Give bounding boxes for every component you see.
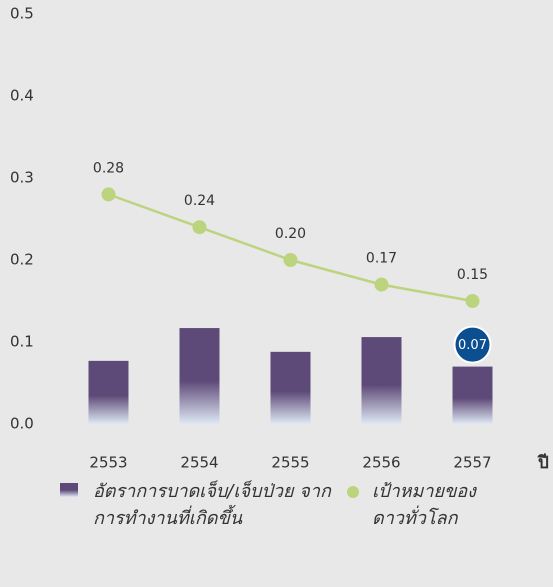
value-label: 0.17: [366, 251, 397, 267]
legend-label: เป้าหมายของ ดาวทั่วโลก: [372, 481, 476, 529]
y-tick-label: 0.3: [10, 169, 34, 187]
bar: [361, 337, 402, 424]
y-tick-label: 0.1: [10, 333, 34, 351]
x-tick-label: 2555: [271, 454, 309, 472]
value-label: 0.07: [458, 338, 487, 353]
line-point: [374, 277, 389, 292]
value-label: 0.20: [275, 226, 306, 242]
y-tick-label: 0.2: [10, 251, 34, 269]
line-point: [192, 220, 207, 235]
line-point: [101, 187, 116, 202]
legend-label: อัตราการบาดเจ็บ/เจ็บป่วย จากการทำงานที่เ…: [93, 481, 331, 529]
x-tick-label: 2553: [89, 454, 127, 472]
y-tick-label: 0.4: [10, 87, 34, 105]
legend-swatch-line: [347, 486, 359, 498]
y-tick-label: 0.5: [10, 5, 34, 23]
line-point: [465, 294, 480, 308]
x-axis-label: ปี: [537, 452, 549, 473]
y-tick-label: 0.0: [10, 415, 34, 433]
value-label: 0.15: [457, 267, 488, 283]
bar: [452, 366, 493, 424]
bar: [270, 351, 311, 424]
bar: [179, 328, 220, 424]
legend-swatch-bar: [60, 483, 78, 497]
value-label: 0.28: [93, 160, 124, 176]
line-point: [283, 253, 298, 267]
x-tick-label: 2554: [180, 454, 218, 472]
x-tick-label: 2556: [362, 454, 400, 472]
bar: [88, 360, 129, 424]
chart: ปี 0.0 0.1 0.2 0.3 0.4 0.5 2553 2554 2555 2556 255…: [10, 5, 549, 474]
value-label-badge: [453, 325, 492, 364]
x-tick-label: 2557: [453, 454, 491, 472]
value-label: 0.24: [184, 193, 215, 209]
line: [108, 193, 473, 303]
